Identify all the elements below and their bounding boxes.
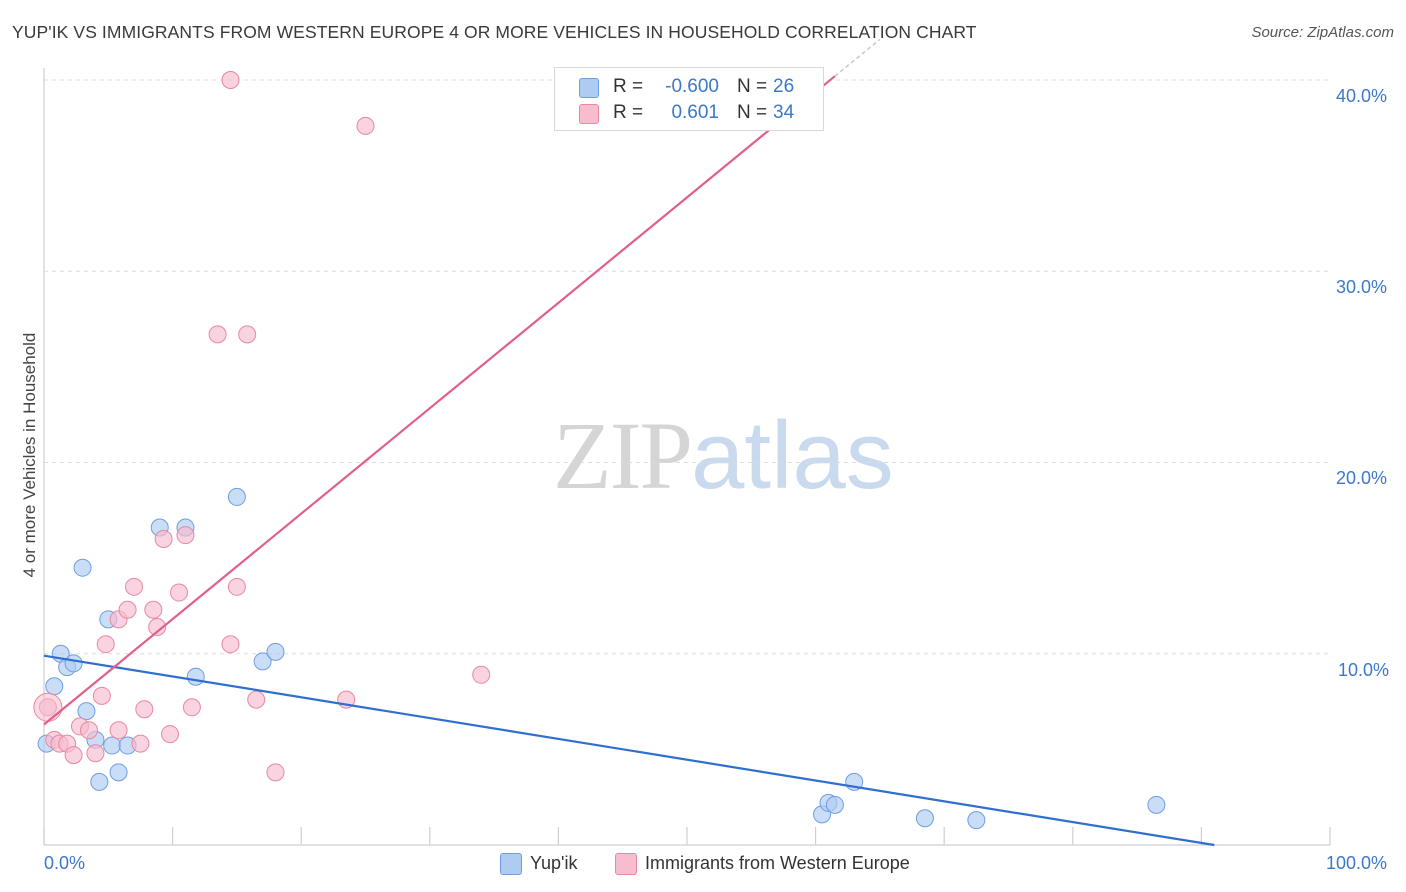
correlation-legend: R = -0.600 N = 26 R = 0.601 N = 34 [554,67,824,131]
point-immigrants [118,600,137,619]
series-swatch-yupik [500,853,522,875]
legend-r-label: R = [613,76,644,97]
point-immigrants [176,526,195,545]
watermark-zip: ZIP [553,402,693,509]
point-yupik [77,702,96,721]
legend-n-value: 34 [773,102,795,123]
point-yupik [266,642,285,661]
y-tick-label-30: 30.0% [1336,277,1388,297]
point-immigrants [170,583,189,602]
point-immigrants [208,325,227,344]
series-label-immigrants: Immigrants from Western Europe [645,853,910,873]
point-yupik [109,763,128,782]
point-immigrants [238,325,257,344]
legend-swatch-immigrants [579,104,599,124]
point-immigrants [80,721,99,740]
point-yupik [227,487,246,506]
series-label-yupik: Yup'ik [530,853,578,873]
point-yupik [253,652,272,671]
series-swatch-immigrants [615,853,637,875]
point-immigrants [161,725,180,744]
point-yupik [186,667,205,686]
point-immigrants [472,665,491,684]
point-immigrants [96,635,115,654]
point-immigrants [86,744,105,763]
point-immigrants [144,600,163,619]
point-immigrants [125,577,144,596]
point-yupik [967,811,986,830]
legend-row-yupik: R = -0.600 N = 26 [555,75,823,101]
legend-r-value: -0.600 [665,76,719,97]
legend-n-label: N = [737,102,768,123]
point-immigrants [227,577,246,596]
trendline-extension [834,38,881,77]
point-immigrants [131,734,150,753]
point-immigrants [266,763,285,782]
legend-row-immigrants: R = 0.601 N = 34 [555,101,823,127]
point-yupik [825,795,844,814]
source-credit: Source: ZipAtlas.com [1251,24,1394,41]
point-yupik [90,772,109,791]
legend-r-label: R = [613,102,644,123]
y-tick-label-40: 40.0% [1336,86,1388,106]
point-immigrants [135,700,154,719]
point-immigrants [221,635,240,654]
y-axis-label: 4 or more Vehicles in Household [20,332,39,578]
legend-n-value: 26 [773,76,795,97]
point-immigrants [154,530,173,548]
point-immigrants [247,690,266,709]
watermark: ZIPatlas [553,400,894,511]
point-immigrants [148,617,167,636]
point-yupik [1147,795,1166,814]
x-tick-label-max: 100.0% [1326,853,1388,873]
point-immigrants [33,692,63,722]
x-tick-label-min: 0.0% [44,853,86,873]
point-immigrants [64,746,83,765]
point-immigrants [109,721,128,740]
point-yupik [915,809,934,828]
point-yupik [64,654,83,673]
y-tick-label-10: 10.0% [1338,660,1390,680]
trendline-yupik [43,654,1215,847]
trendline-immigrants [43,75,836,726]
legend-swatch-yupik [579,78,599,98]
watermark-atlas: atlas [691,402,894,509]
point-yupik [103,736,122,755]
point-immigrants [92,686,111,705]
legend-n-label: N = [737,76,768,97]
point-immigrants [182,698,201,717]
point-immigrants [356,116,375,135]
point-immigrants [221,71,240,89]
legend-r-value: 0.601 [671,102,719,123]
y-tick-label-20: 20.0% [1336,468,1388,488]
point-yupik [45,677,64,696]
chart-title: YUP'IK VS IMMIGRANTS FROM WESTERN EUROPE… [12,22,977,42]
point-yupik [73,558,92,577]
